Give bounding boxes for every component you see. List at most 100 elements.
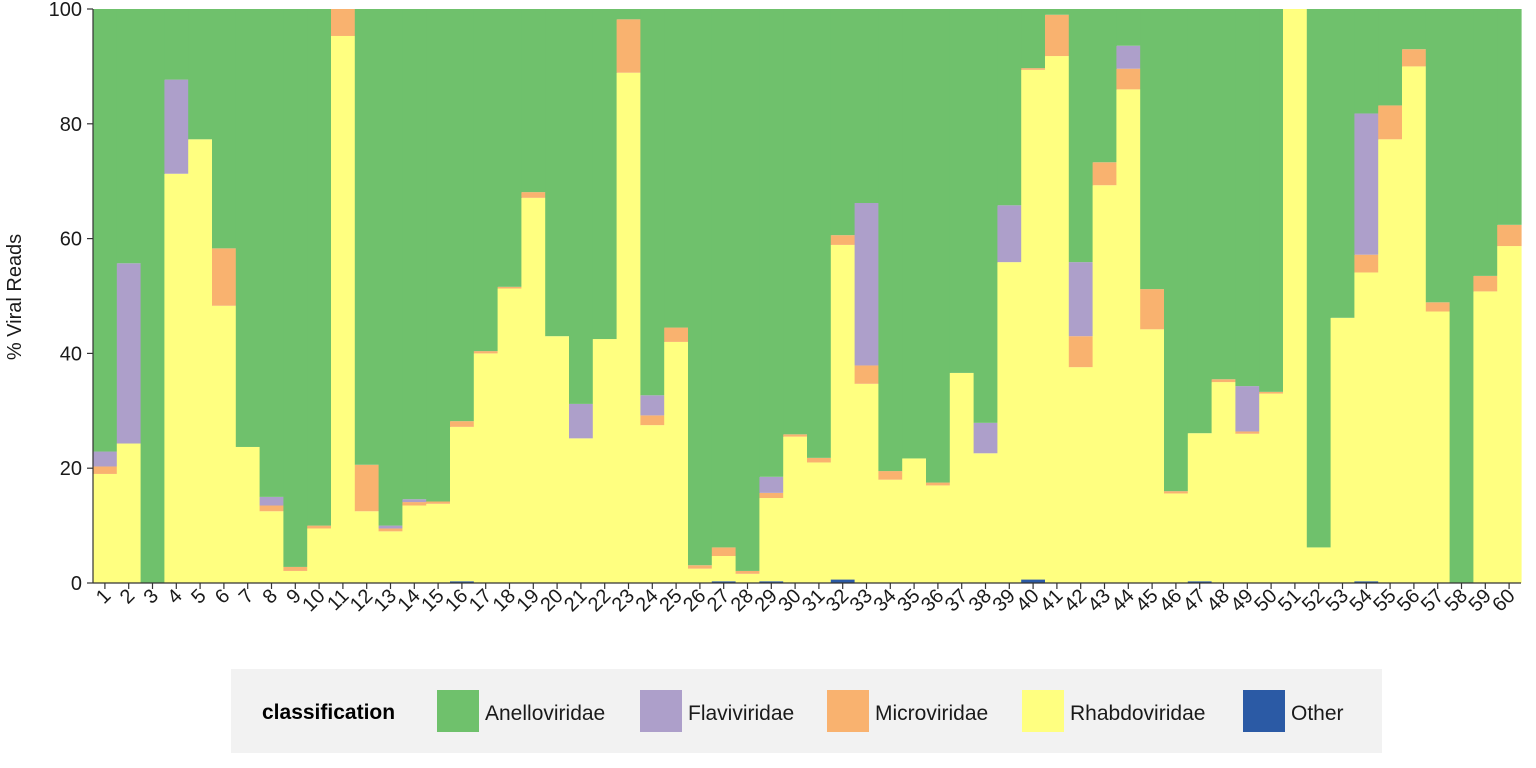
bar-flaviviridae-38 [973, 422, 998, 454]
bar-flaviviridae-42 [1068, 262, 1094, 337]
bar-microviridae-15 [426, 501, 451, 504]
bar-anelloviridae-48 [1211, 9, 1236, 380]
bar-rhabdoviridae-11 [331, 35, 356, 583]
bar-rhabdoviridae-1 [93, 473, 118, 583]
bar-microviridae-40 [1021, 68, 1046, 70]
bar-rhabdoviridae-53 [1330, 317, 1355, 583]
bar-microviridae-18 [497, 286, 522, 289]
bar-other-40 [1021, 579, 1046, 583]
bar-anelloviridae-50 [1259, 9, 1284, 392]
bar-flaviviridae-21 [569, 403, 594, 439]
x-tick-label-3: 3 [140, 585, 163, 608]
legend-label-rhabdoviridae: Rhabdoviridae [1070, 702, 1205, 725]
bar-anelloviridae-4 [164, 9, 189, 80]
bar-anelloviridae-59 [1473, 9, 1498, 276]
bar-microviridae-10 [307, 525, 332, 529]
bar-rhabdoviridae-14 [402, 505, 427, 583]
bar-microviridae-14 [402, 502, 427, 506]
bar-microviridae-13 [378, 528, 403, 532]
bar-microviridae-11 [331, 9, 356, 36]
bar-anelloviridae-33 [854, 9, 879, 204]
bar-rhabdoviridae-4 [164, 173, 189, 583]
bar-anelloviridae-54 [1354, 9, 1379, 114]
bar-rhabdoviridae-44 [1116, 89, 1141, 584]
y-tick-label-60: 60 [60, 229, 82, 251]
bar-rhabdoviridae-25 [664, 341, 689, 583]
bar-rhabdoviridae-10 [307, 528, 332, 583]
bar-rhabdoviridae-38 [973, 453, 998, 583]
bar-other-29 [759, 581, 784, 583]
bar-microviridae-6 [212, 248, 237, 306]
legend-items: Anelloviridae Flaviviridae Microviridae Rha… [437, 690, 1344, 732]
bar-anelloviridae-28 [735, 9, 760, 571]
bar-anelloviridae-31 [807, 9, 832, 458]
bar-anelloviridae-41 [1045, 9, 1070, 15]
bar-flaviviridae-33 [854, 203, 879, 366]
bar-anelloviridae-60 [1497, 9, 1522, 225]
bar-microviridae-55 [1378, 105, 1403, 140]
bar-anelloviridae-29 [759, 9, 784, 477]
bar-rhabdoviridae-60 [1497, 246, 1522, 583]
bar-rhabdoviridae-35 [902, 458, 927, 583]
bar-anelloviridae-6 [212, 9, 237, 249]
bar-rhabdoviridae-33 [854, 383, 879, 583]
bar-other-47 [1187, 581, 1213, 583]
bar-flaviviridae-54 [1354, 113, 1379, 255]
x-tick-label-2: 2 [116, 585, 139, 608]
bar-anelloviridae-44 [1116, 9, 1141, 46]
bar-flaviviridae-8 [259, 496, 284, 506]
x-tick-label-60: 60 [1488, 585, 1519, 616]
bar-microviridae-27 [711, 547, 737, 557]
x-tick-label-6: 6 [211, 585, 234, 608]
bar-flaviviridae-4 [164, 79, 189, 174]
bar-other-16 [450, 581, 475, 583]
bar-anelloviridae-16 [450, 9, 475, 422]
bar-microviridae-41 [1045, 14, 1070, 57]
bar-microviridae-36 [926, 482, 951, 486]
bar-rhabdoviridae-34 [878, 479, 903, 583]
bar-anelloviridae-14 [402, 9, 427, 500]
bar-anelloviridae-23 [616, 9, 641, 20]
bar-microviridae-49 [1235, 431, 1260, 434]
bar-rhabdoviridae-42 [1068, 367, 1094, 583]
bar-rhabdoviridae-40 [1021, 69, 1046, 580]
bar-anelloviridae-46 [1164, 9, 1189, 492]
bar-anelloviridae-8 [259, 9, 284, 497]
bar-rhabdoviridae-49 [1235, 433, 1260, 583]
bar-rhabdoviridae-50 [1259, 393, 1284, 583]
bar-microviridae-59 [1473, 275, 1498, 292]
bar-flaviviridae-1 [93, 451, 118, 467]
bar-rhabdoviridae-57 [1425, 311, 1451, 583]
bars-group [93, 9, 1522, 584]
bar-microviridae-25 [664, 327, 689, 342]
bar-anelloviridae-55 [1378, 9, 1403, 106]
bar-flaviviridae-14 [402, 499, 427, 503]
bar-rhabdoviridae-45 [1140, 329, 1165, 583]
bar-rhabdoviridae-7 [235, 446, 261, 583]
bar-microviridae-57 [1425, 302, 1451, 312]
bar-microviridae-44 [1116, 68, 1141, 90]
bar-rhabdoviridae-48 [1211, 382, 1236, 583]
bar-microviridae-50 [1259, 391, 1284, 394]
bar-microviridae-56 [1402, 49, 1427, 67]
legend-swatch-other [1243, 690, 1285, 732]
bar-other-32 [830, 579, 856, 583]
y-axis-title: % Viral Reads [4, 234, 26, 360]
bar-rhabdoviridae-13 [378, 531, 403, 583]
bar-rhabdoviridae-8 [259, 511, 284, 583]
bar-rhabdoviridae-27 [711, 556, 737, 582]
bar-rhabdoviridae-59 [1473, 291, 1498, 583]
bar-anelloviridae-57 [1425, 9, 1451, 303]
bar-microviridae-23 [616, 19, 641, 73]
bar-rhabdoviridae-46 [1164, 493, 1189, 583]
bar-anelloviridae-47 [1187, 9, 1213, 434]
bar-rhabdoviridae-19 [521, 197, 546, 583]
bar-anelloviridae-27 [711, 9, 737, 548]
y-tick-label-100: 100 [49, 0, 82, 21]
bar-anelloviridae-45 [1140, 9, 1165, 290]
legend-swatch-anelloviridae [437, 690, 479, 732]
bar-rhabdoviridae-30 [783, 436, 808, 583]
bar-rhabdoviridae-26 [688, 568, 713, 583]
y-tick-label-80: 80 [60, 114, 82, 136]
bar-anelloviridae-32 [830, 9, 856, 236]
